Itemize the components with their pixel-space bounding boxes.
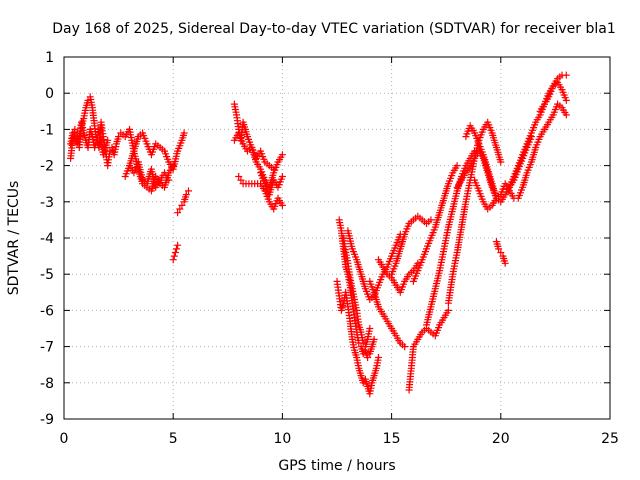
data-point [364,354,372,361]
x-axis-label: GPS time / hours [278,458,395,474]
data-point [173,245,180,253]
x-tick-label: 10 [273,431,291,447]
y-tick-label: -2 [40,159,54,175]
data-point [497,249,505,256]
data-point [562,111,570,119]
data-point [115,133,123,141]
y-axis-tick-labels: 1 0 -1 -2 -3 -4 -5 -6 -7 -8 -9 [40,50,54,428]
x-tick-label: 15 [383,431,401,447]
data-point [370,335,378,343]
data-point [170,252,178,260]
y-tick-label: 1 [45,50,54,66]
data-point [174,241,182,249]
data-point [278,151,286,159]
data-point [169,162,177,170]
data-point [71,125,79,133]
y-tick-label: -9 [40,412,54,428]
x-tick-label: 0 [60,431,69,447]
y-tick-label: -1 [40,122,54,138]
data-point [180,129,188,137]
data-point [501,259,509,267]
data-point [495,245,503,253]
x-tick-label: 20 [492,431,510,447]
data-point [375,354,382,361]
y-tick-label: -4 [40,231,54,247]
y-axis-label: SDTVAR / TECUs [6,181,22,296]
data-point [278,201,286,209]
chart-title: Day 168 of 2025, Sidereal Day-to-day VTE… [52,21,615,37]
data-points [67,71,570,398]
y-tick-label: -8 [40,376,54,392]
data-point [171,249,179,256]
data-point [69,129,77,137]
data-point [235,173,243,180]
data-point [366,325,374,332]
x-tick-label: 5 [169,431,178,447]
data-point [401,343,409,351]
data-point [176,205,184,213]
y-tick-label: 0 [45,86,54,102]
data-point [185,187,192,195]
x-axis-tick-labels: 0 5 10 15 20 25 [60,431,619,447]
data-point [497,158,505,166]
data-point [165,176,173,184]
y-tick-label: -5 [40,267,54,283]
y-tick-label: -6 [40,303,54,319]
data-point [453,162,461,170]
axis-ticks [63,56,611,420]
data-point [278,173,286,180]
data-point [104,136,112,144]
data-point [492,194,500,202]
data-point [444,306,452,314]
data-point [182,191,190,199]
data-point [169,256,177,264]
data-point [174,209,182,217]
y-tick-label: -7 [40,340,54,356]
data-point [562,96,570,104]
grid-lines [64,57,610,419]
data-point [237,176,245,184]
y-tick-label: -3 [40,195,54,211]
data-point [562,71,570,79]
data-point [427,216,435,224]
data-point [178,201,186,209]
x-tick-label: 25 [601,431,619,447]
